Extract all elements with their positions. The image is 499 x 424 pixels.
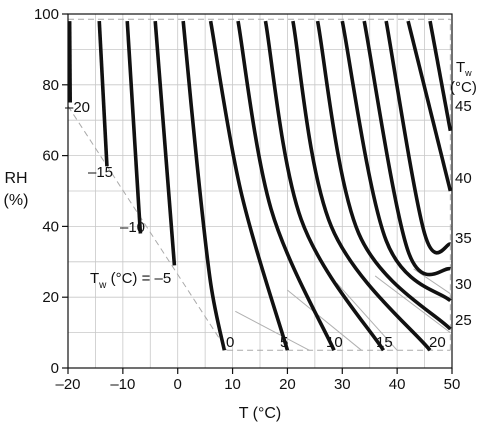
boundary-diagonal bbox=[67, 105, 228, 351]
thin-curve bbox=[336, 282, 398, 351]
x-tick-label: 20 bbox=[279, 376, 296, 393]
x-axis-label: T (°C) bbox=[239, 405, 282, 422]
bold-curve bbox=[181, 20, 227, 351]
bold-curve bbox=[153, 20, 177, 266]
curve-label-30: 30 bbox=[455, 276, 472, 293]
bold-curve bbox=[340, 20, 452, 303]
bold-curve bbox=[384, 20, 452, 255]
bold-curve bbox=[125, 20, 143, 234]
bold-curve bbox=[208, 20, 290, 351]
x-tick-label: –10 bbox=[110, 376, 135, 393]
x-tick-label: 30 bbox=[334, 376, 351, 393]
thin-curve bbox=[287, 289, 362, 351]
curve-label-0: 0 bbox=[226, 334, 234, 351]
curve-label-15: 15 bbox=[376, 334, 393, 351]
thin-curve bbox=[235, 310, 310, 351]
curve-label-5: 5 bbox=[280, 334, 288, 351]
bold-curve bbox=[291, 20, 432, 352]
y-axis-label-line1: RH bbox=[4, 170, 27, 187]
bold-curve bbox=[67, 21, 72, 103]
x-tick-label: 40 bbox=[389, 376, 406, 393]
bold-curve bbox=[406, 20, 453, 192]
bold-curve bbox=[236, 20, 336, 352]
curve-label-35: 35 bbox=[455, 230, 472, 247]
y-tick-label: 80 bbox=[42, 77, 59, 94]
curve-label-20: 20 bbox=[429, 334, 446, 351]
curve-label-10: 10 bbox=[326, 334, 343, 351]
bold-curve bbox=[263, 20, 385, 352]
y-tick-label: 60 bbox=[42, 148, 59, 165]
axes bbox=[67, 13, 453, 369]
curve-labels: –20 –15 –10 0 5 10 15 20 25 30 35 40 45 bbox=[65, 98, 472, 351]
x-tick-label: –20 bbox=[55, 376, 80, 393]
curve-label-minus15: –15 bbox=[88, 164, 113, 181]
inline-label: Tw (°C) = –5 bbox=[90, 270, 171, 291]
thin-curve bbox=[374, 275, 451, 333]
x-tick-label: 50 bbox=[444, 376, 461, 393]
bold-curves bbox=[67, 20, 453, 352]
legend-title-unit: (°C) bbox=[450, 79, 477, 96]
bold-curve bbox=[428, 20, 453, 132]
curve-label-40: 40 bbox=[455, 170, 472, 187]
curve-label-25: 25 bbox=[455, 312, 472, 329]
legend-title: Tw bbox=[456, 59, 472, 78]
x-tick-label: 10 bbox=[224, 376, 241, 393]
y-axis-label-line2: (%) bbox=[4, 192, 29, 209]
curve-label-45: 45 bbox=[455, 98, 472, 115]
bold-curve bbox=[97, 20, 109, 167]
bold-curve bbox=[315, 20, 452, 331]
y-tick-label: 20 bbox=[42, 289, 59, 306]
y-tick-label: 0 bbox=[51, 360, 59, 377]
y-tick-label: 40 bbox=[42, 218, 59, 235]
curve-label-minus10: –10 bbox=[120, 219, 145, 236]
y-tick-label: 100 bbox=[34, 6, 59, 23]
bold-curve bbox=[362, 20, 452, 277]
x-tick-label: 0 bbox=[174, 376, 182, 393]
curve-label-minus20: –20 bbox=[65, 99, 90, 116]
plot-frame bbox=[67, 13, 453, 369]
